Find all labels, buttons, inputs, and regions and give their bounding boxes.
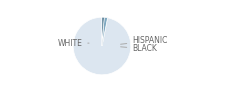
Text: HISPANIC: HISPANIC (120, 36, 168, 45)
Text: BLACK: BLACK (121, 44, 157, 53)
Wedge shape (102, 17, 104, 46)
Text: WHITE: WHITE (57, 39, 89, 48)
Wedge shape (73, 17, 131, 75)
Wedge shape (102, 17, 108, 46)
